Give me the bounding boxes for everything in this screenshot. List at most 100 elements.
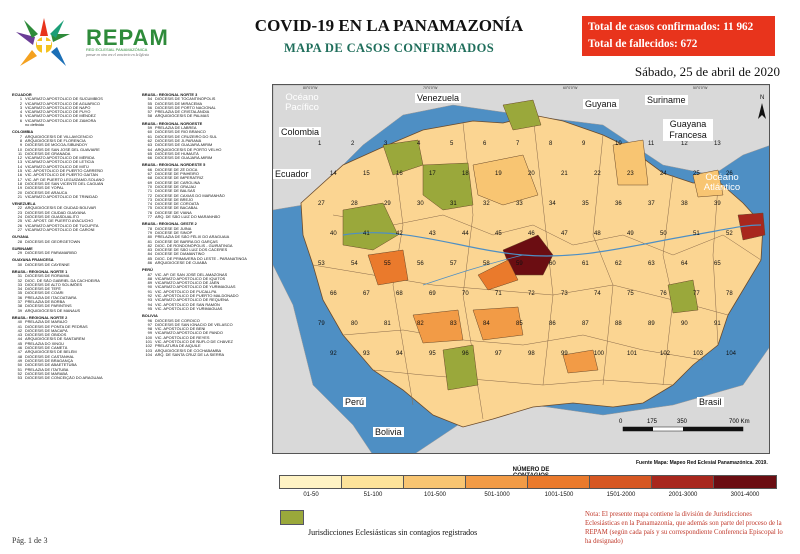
region-number: 66 xyxy=(330,291,337,297)
region-number: 23 xyxy=(627,171,634,177)
region-number: 57 xyxy=(450,261,457,267)
region-number: 18 xyxy=(462,171,469,177)
region-number: 38 xyxy=(681,201,688,207)
legend-item: 41 DIÓCESIS DE PONTA DE PEDRAS xyxy=(12,325,140,329)
region-number: 94 xyxy=(396,351,403,357)
legend-item-name: DIÓCESIS DE GUASDUALITO xyxy=(25,215,79,220)
legend-item-name: DIÓCESIS DE JI-PARANÁ xyxy=(155,138,202,143)
legend-item: 99 VICARIATO APOSTÓLICO DE PANDO xyxy=(142,331,270,335)
region-number: 67 xyxy=(363,291,370,297)
legend-item-number: 68 xyxy=(147,176,152,181)
legend-item-name: DIÓCESIS DE PORTO NACIONAL xyxy=(155,105,216,110)
legend-item-name: DIÓCESIS DE CRUZEIRO DO SUL xyxy=(155,134,218,139)
legend-item-name: no definido xyxy=(25,123,45,128)
region-number: 1 xyxy=(318,141,322,147)
scale-swatch xyxy=(651,475,715,489)
region-number: 45 xyxy=(495,231,502,237)
country-label-peru: Perú xyxy=(343,397,367,407)
legend-item-name: DIOCESE DE SINOP xyxy=(155,230,193,235)
country-label-suriname: Suriname xyxy=(645,95,688,105)
legend-item-number: 22 xyxy=(17,206,22,211)
region-number: 97 xyxy=(495,351,502,357)
region-number: 84 xyxy=(483,321,490,327)
legend-item: 47 ARQUIDIÓCESIS DE BELÉM xyxy=(12,350,140,354)
legend-item-name: DIÓCESIS DE CIUDAD GUAYANA xyxy=(25,210,86,215)
region-number: 40 xyxy=(330,231,337,237)
region-number: 6 xyxy=(483,141,487,147)
region-number: 9 xyxy=(582,141,586,147)
legend-item-number: 19 xyxy=(17,186,22,191)
ocean-label-pacific: Océano Pacífico xyxy=(277,93,327,113)
legend-item-number: 58 xyxy=(147,114,152,119)
legend-item-number: 52 xyxy=(17,371,22,376)
legend-item: 5 VICARIATO APOSTÓLICO DE MÉNDEZ xyxy=(12,114,140,118)
legend-item-name: DIOCESE DE PINHEIRO xyxy=(155,172,199,177)
region-number: 13 xyxy=(714,141,721,147)
legend-item-number: 26 xyxy=(17,223,22,228)
region-number: 59 xyxy=(516,261,523,267)
region-number: 19 xyxy=(495,171,502,177)
legend-item: 95 VIC. APOSTÓLICO DE YURIMAGUAS xyxy=(142,307,270,311)
legend-item: 85 DIOC. DE PRIMAVERA DO LESTE - PARANATI… xyxy=(142,257,270,261)
legend-item-number: 94 xyxy=(147,302,152,307)
legend-item-number: 49 xyxy=(17,358,22,363)
jurisdiction-list-left: ECUADOR 1 VICARIATO APOSTÓLICO DE SUCUMBÍO… xyxy=(12,90,140,380)
svg-text:50°0'0"W: 50°0'0"W xyxy=(693,86,708,90)
legend-item-name: ARQUIDIÓCESIS DE SANTARÉM xyxy=(25,337,85,342)
page-subtitle: MAPA DE CASOS CONFIRMADOS xyxy=(283,41,495,55)
region-number: 65 xyxy=(714,261,721,267)
legend-item: 52 DIÓCESIS DE MARABÁ xyxy=(12,372,140,376)
legend-item-name: VICARIATO APOSTÓLICO DE TUCUPITA xyxy=(25,223,99,228)
legend-item-number: 13 xyxy=(17,160,22,165)
scale-swatch xyxy=(403,475,467,489)
svg-text:60°0'0"W: 60°0'0"W xyxy=(563,86,578,90)
legend-item-number: 1 xyxy=(19,97,22,102)
legend-item-number: 54 xyxy=(147,97,152,102)
country-label-guayana-francesa: Guayana Francesa xyxy=(663,119,713,141)
country-label-bolivia: Bolivia xyxy=(373,427,404,437)
repam-logo-icon xyxy=(16,18,70,66)
legend-item-number: 43 xyxy=(17,333,22,338)
legend-item-number: 47 xyxy=(17,350,22,355)
legend-item-number: 35 xyxy=(17,291,22,296)
legend-item-name: PRELAZIA DE CRISTALÂNDIA xyxy=(155,110,210,115)
legend-item-name: VICARIATO APOSTÓLICO DE MITÚ xyxy=(25,164,89,169)
region-number: 64 xyxy=(681,261,688,267)
region-number: 76 xyxy=(660,291,667,297)
legend-item-number: 104 xyxy=(145,352,153,357)
legend-item-name: DIÓCESIS DE ALTO SOLIMÕES xyxy=(25,282,83,287)
legend-item: 33 DIÓCESIS DE ALTO SOLIMÕES xyxy=(12,283,140,287)
region-number: 90 xyxy=(681,321,688,327)
region-number: 12 xyxy=(681,141,688,147)
legend-item: 84 DIOCESE DE DIAMANTINO xyxy=(142,252,270,256)
legend-item-number: 30 xyxy=(17,262,22,267)
region-number: 61 xyxy=(582,261,589,267)
country-label-brasil: Brasil xyxy=(697,397,724,407)
legend-item-number: 85 xyxy=(147,256,152,261)
region-number: 24 xyxy=(660,171,667,177)
legend-item-name: DIOCESE DE BARRA DO GARÇAS xyxy=(155,239,218,244)
legend-item-number: 28 xyxy=(17,239,22,244)
legend-item-number: 65 xyxy=(147,151,152,156)
legend-item-number: 37 xyxy=(17,300,22,305)
legend-item-number: 61 xyxy=(147,134,152,139)
legend-item: 60 DIÓCESIS DE RIO BRANCO xyxy=(142,130,270,134)
legend-item-name: VIC. AP. DE PUERTO LEGUÍZAMO-SOLANO xyxy=(25,177,105,182)
region-number: 101 xyxy=(627,351,638,357)
region-number: 36 xyxy=(615,201,622,207)
region-number: 82 xyxy=(417,321,424,327)
legend-item-name: DIOCESE DE JUÍNA xyxy=(155,226,192,231)
legend-item-name: DIÓCESIS DE GEORGETOWN xyxy=(25,239,81,244)
scale-label-175: 175 xyxy=(647,419,658,425)
legend-item: 19 DIÓCESIS DE YOPAL xyxy=(12,186,140,190)
legend-item-name: VIC. APOSTÓLICO DE YURIMAGUAS xyxy=(155,306,223,311)
legend-item-number: 53 xyxy=(17,376,22,381)
legend-item-number: 86 xyxy=(147,260,152,265)
legend-item-number: 70 xyxy=(147,184,152,189)
legend-item-name: VICARIATO APOSTÓLICO DE CARONÍ xyxy=(25,227,95,232)
legend-item-number: 74 xyxy=(147,202,152,207)
legend-item-name: DIÓCESIS DE TOCANTINÓPOLIS xyxy=(155,97,216,102)
legend-item-name: DIOCESE DE BREJO xyxy=(155,197,194,202)
repam-logo xyxy=(10,14,78,76)
